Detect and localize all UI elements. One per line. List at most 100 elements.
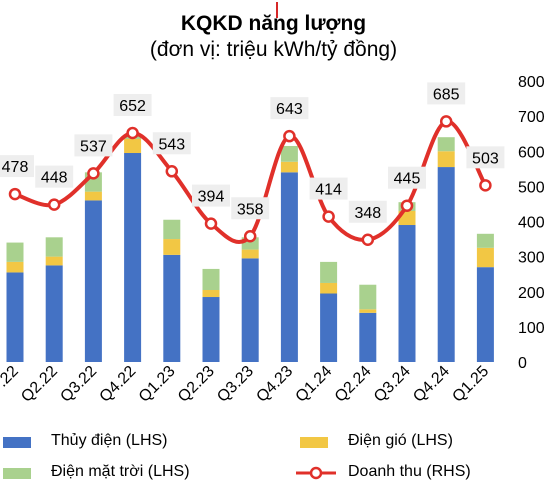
y-right-tick-500: 500 xyxy=(518,179,545,196)
bar-solar-Q4.23 xyxy=(280,145,298,162)
bar-hydro-Q3.23 xyxy=(241,258,259,362)
revenue-data-label-Q1.24: 414 xyxy=(315,182,342,199)
x-tick-Q4.24: Q4.24 xyxy=(410,363,453,406)
bar-wind-Q3.22 xyxy=(84,191,102,201)
revenue-data-label-Q1.22: 478 xyxy=(2,159,29,176)
bars-layer xyxy=(6,135,494,362)
revenue-label-box-Q1.23 xyxy=(152,132,191,155)
bar-hydro-Q2.23 xyxy=(202,297,220,362)
x-tick-Q1.24: Q1.24 xyxy=(293,363,336,406)
bar-solar-Q1.22 xyxy=(6,242,24,262)
revenue-label-box-Q4.24 xyxy=(427,82,466,105)
bar-wind-Q1.24 xyxy=(320,282,338,294)
revenue-point-Q1.24 xyxy=(322,210,335,223)
x-tick-Q3.23: Q3.23 xyxy=(214,363,257,406)
revenue-point-Q4.22 xyxy=(126,126,139,140)
bar-hydro-Q4.22 xyxy=(124,153,142,362)
revenue-label-box-Q1.24 xyxy=(309,177,348,200)
x-tick-Q2.24: Q2.24 xyxy=(332,363,375,406)
x-tick-Q1.22: .22 xyxy=(0,363,22,391)
bar-solar-Q1.23 xyxy=(163,219,181,240)
x-tick-Q4.22: Q4.22 xyxy=(97,363,140,406)
x-tick-Q1.25: Q1.25 xyxy=(449,363,492,406)
revenue-data-label-Q1.23: 543 xyxy=(158,136,185,153)
revenue-label-box-Q1.22 xyxy=(0,155,34,178)
revenue-point-Q2.24 xyxy=(361,233,375,247)
bar-hydro-Q4.23 xyxy=(280,172,298,362)
bar-solar-Q1.25 xyxy=(476,233,494,248)
bar-wind-Q1.22 xyxy=(6,261,24,273)
revenue-data-label-Q2.22: 448 xyxy=(41,170,68,187)
x-tick-Q3.24: Q3.24 xyxy=(371,363,414,406)
revenue-point-Q3.23 xyxy=(243,230,257,243)
bar-wind-Q1.23 xyxy=(163,239,181,255)
revenue-label-box-Q3.23 xyxy=(231,197,270,220)
x-tick-Q3.22: Q3.22 xyxy=(57,363,100,406)
revenue-label-box-Q2.23 xyxy=(192,184,230,207)
y-right-tick-200: 200 xyxy=(518,285,545,302)
legend-label-revenue: Doanh thu (RHS) xyxy=(348,463,471,480)
revenue-data-label-Q2.23: 394 xyxy=(198,189,225,206)
legend-label-hydro: Thủy điện (LHS) xyxy=(51,432,168,449)
bar-hydro-Q1.24 xyxy=(320,293,338,362)
revenue-data-label-Q3.24: 445 xyxy=(394,171,421,188)
revenue-label-box-Q2.24 xyxy=(348,200,387,223)
revenue-data-label-Q1.25: 503 xyxy=(472,150,499,167)
revenue-label-box-Q4.23 xyxy=(270,97,309,120)
revenue-data-label-Q4.23: 643 xyxy=(276,101,303,118)
revenue-point-Q1.25 xyxy=(479,179,492,192)
bar-wind-Q4.23 xyxy=(280,161,298,173)
bar-solar-Q2.24 xyxy=(359,284,377,310)
bar-solar-Q4.24 xyxy=(437,137,455,152)
bar-hydro-Q4.24 xyxy=(437,167,455,362)
legend-label-wind: Điện gió (LHS) xyxy=(348,432,453,449)
bar-wind-Q2.22 xyxy=(45,256,63,266)
revenue-label-box-Q3.24 xyxy=(388,166,426,189)
y-right-tick-800: 800 xyxy=(518,74,545,91)
revenue-point-Q4.23 xyxy=(283,129,296,143)
bar-solar-Q2.22 xyxy=(45,237,63,257)
legend-line-marker-revenue xyxy=(296,466,336,480)
bar-wind-Q2.23 xyxy=(202,289,220,298)
revenue-label-box-Q1.25 xyxy=(466,146,505,169)
y-right-tick-700: 700 xyxy=(518,109,545,126)
y-right-tick-400: 400 xyxy=(518,215,545,232)
bar-hydro-Q3.22 xyxy=(84,200,102,362)
axis-layer: 0100200300400500600700800.22Q2.22Q3.22Q4… xyxy=(0,74,545,406)
revenue-data-label-Q3.23: 358 xyxy=(237,201,264,218)
legend-swatch-solar xyxy=(3,468,31,479)
x-tick-Q2.23: Q2.23 xyxy=(175,363,218,406)
title-accent-mark xyxy=(276,2,278,18)
y-right-tick-600: 600 xyxy=(518,144,545,161)
bar-wind-Q1.25 xyxy=(476,247,494,268)
revenue-point-Q1.22 xyxy=(8,187,22,201)
bar-wind-Q4.24 xyxy=(437,151,455,168)
revenue-data-label-Q4.24: 685 xyxy=(433,86,460,103)
revenue-point-Q4.24 xyxy=(439,115,453,128)
line-layer: 478 448 537 652 543 394 358 643 414 348 445 685 503 xyxy=(0,82,505,247)
chart-title: KQKD năng lượng xyxy=(180,12,367,35)
legend-swatch-wind xyxy=(300,437,328,448)
bar-hydro-Q2.24 xyxy=(359,312,377,362)
bar-solar-Q2.23 xyxy=(202,268,220,290)
bar-hydro-Q1.23 xyxy=(163,254,181,362)
bar-hydro-Q1.22 xyxy=(6,272,24,362)
bar-wind-Q4.22 xyxy=(124,138,142,154)
bar-hydro-Q3.24 xyxy=(398,225,416,362)
revenue-point-Q3.24 xyxy=(400,199,414,212)
revenue-point-Q1.23 xyxy=(165,165,179,178)
x-tick-Q2.22: Q2.22 xyxy=(18,363,61,406)
revenue-point-Q2.23 xyxy=(204,217,218,230)
y-right-tick-0: 0 xyxy=(518,355,527,372)
legend-swatch-hydro xyxy=(3,437,31,448)
bar-hydro-Q2.22 xyxy=(45,265,63,362)
bar-wind-Q2.24 xyxy=(359,309,377,313)
legend-label-solar: Điện mặt trời (LHS) xyxy=(51,463,190,480)
y-right-tick-100: 100 xyxy=(518,320,545,337)
revenue-point-Q3.22 xyxy=(87,167,100,180)
revenue-label-box-Q4.22 xyxy=(113,93,152,116)
bar-wind-Q3.23 xyxy=(241,249,259,259)
revenue-label-box-Q2.22 xyxy=(35,165,74,188)
